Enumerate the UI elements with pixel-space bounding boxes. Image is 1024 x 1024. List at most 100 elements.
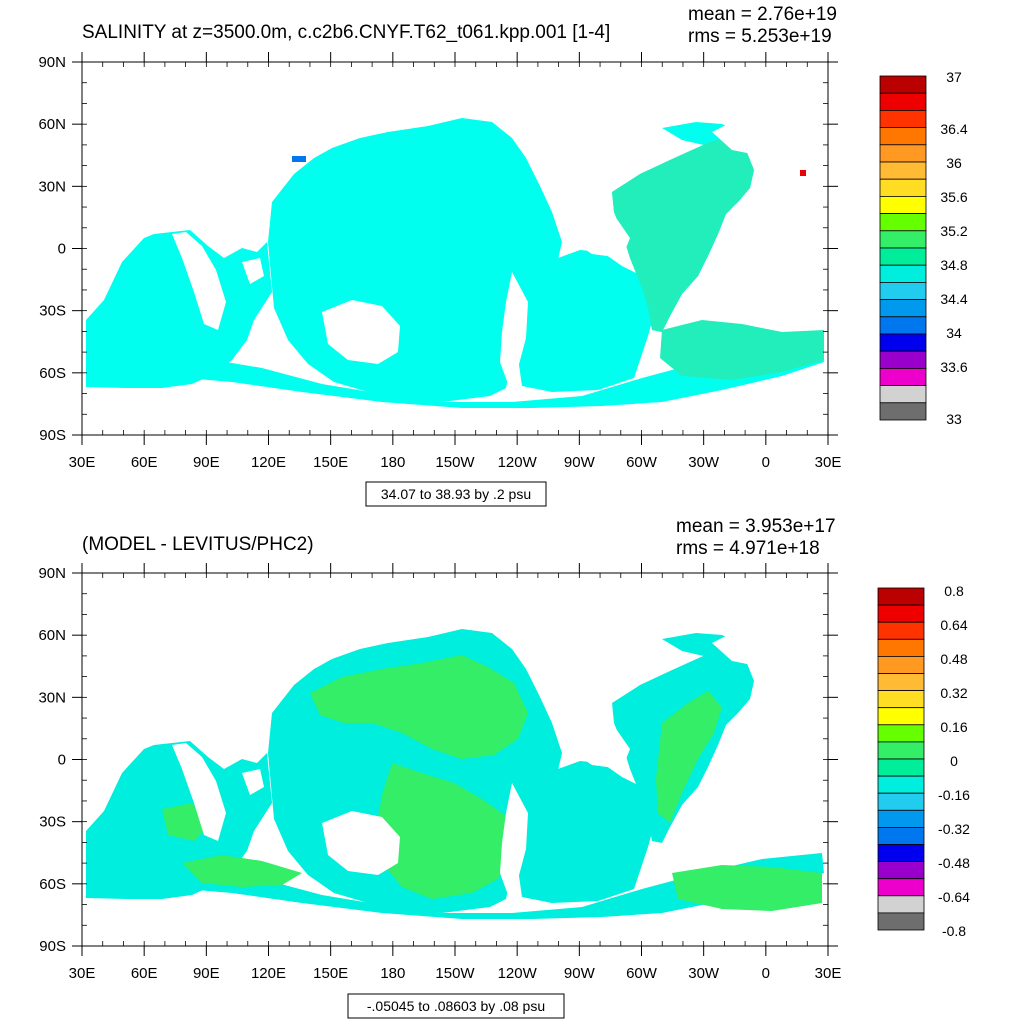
lon-label: 90E — [193, 965, 220, 982]
lon-label: 60E — [131, 965, 158, 982]
colorbar-label: -0.8 — [942, 923, 966, 939]
salinity-contour-info-box — [365, 481, 547, 507]
lat-label: 60N — [38, 116, 66, 133]
lon-label: 150W — [435, 454, 475, 471]
colorbar-box — [879, 92, 927, 111]
colorbar-box — [879, 213, 927, 232]
lon-label: 90E — [193, 454, 220, 471]
land-mask — [712, 633, 782, 667]
lon-label: 120W — [498, 965, 538, 982]
colorbar-box — [879, 385, 927, 404]
salinity-anomaly-region — [376, 763, 512, 899]
colorbar-label: 36.4 — [940, 121, 967, 137]
land-mask — [500, 783, 528, 895]
lon-label: 30E — [69, 454, 96, 471]
colorbar-box — [877, 912, 925, 931]
colorbar-box — [877, 587, 925, 606]
land-mask — [172, 743, 226, 841]
lat-label: 90S — [39, 938, 66, 955]
lon-label: 60W — [626, 454, 658, 471]
salinity-colorbar: 37 36.4 36 35.6 35.2 34.8 34.4 34 33.6 33 — [879, 69, 968, 427]
lat-label: 30S — [39, 303, 66, 320]
ocean-region — [86, 230, 272, 388]
colorbar-label: 0.48 — [940, 651, 967, 667]
lon-label: 180 — [380, 454, 405, 471]
colorbar-box — [877, 621, 925, 640]
lon-label: 120E — [251, 454, 286, 471]
colorbar-box — [877, 690, 925, 709]
colorbar-box — [877, 809, 925, 828]
ocean-region — [518, 761, 654, 903]
colorbar-label: 0.8 — [944, 583, 964, 599]
colorbar-box — [879, 402, 927, 421]
lon-label: 90W — [564, 965, 596, 982]
lon-label: 30E — [815, 965, 842, 982]
colorbar-box — [879, 247, 927, 266]
colorbar-label: -0.64 — [938, 889, 970, 905]
colorbar-box — [877, 673, 925, 692]
colorbar-label: 0 — [950, 753, 958, 769]
panel1-mean: mean = 2.76e+19 — [688, 4, 837, 25]
difference-contour-info-box — [347, 993, 565, 1019]
colorbar-label: 33.6 — [940, 359, 967, 375]
land-mask — [574, 723, 630, 769]
colorbar-box — [879, 110, 927, 129]
land-mask — [712, 122, 782, 156]
lon-label: 120W — [498, 454, 538, 471]
lon-label: 120E — [251, 965, 286, 982]
colorbar-box — [879, 316, 927, 335]
lon-label: 30E — [69, 965, 96, 982]
land-mask — [574, 212, 630, 258]
colorbar-label: 35.2 — [940, 223, 967, 239]
colorbar-box — [879, 350, 927, 369]
lat-label: 60S — [39, 876, 66, 893]
salinity-anomaly-region — [660, 320, 824, 380]
colorbar-label: 0.16 — [940, 719, 967, 735]
panel2-mean: mean = 3.953e+17 — [676, 516, 836, 537]
lon-label: 30W — [688, 965, 720, 982]
lat-label: 60N — [38, 627, 66, 644]
salinity-map — [86, 118, 824, 408]
salinity-anomaly-region — [656, 691, 722, 823]
lat-label: 30S — [39, 814, 66, 831]
colorbar-box — [877, 707, 925, 726]
land-mask — [322, 811, 400, 875]
colorbar-box — [877, 895, 925, 914]
colorbar-box — [877, 844, 925, 863]
lat-label: 90N — [38, 54, 66, 71]
lon-label: 0 — [762, 965, 770, 982]
salinity-anomaly-region — [182, 855, 302, 887]
colorbar-box — [879, 75, 927, 94]
colorbar-label: -0.32 — [938, 821, 970, 837]
salinity-panel: SALINITY at z=3500.0m, c.c2b6.CNYF.T62_t… — [38, 4, 968, 507]
panel1-title: SALINITY at z=3500.0m, c.c2b6.CNYF.T62_t… — [82, 22, 610, 43]
colorbar-box — [879, 367, 927, 386]
colorbar-box — [877, 861, 925, 880]
salinity-anomaly-region — [672, 865, 822, 911]
lat-label: 0 — [58, 241, 66, 258]
colorbar-label: 34.8 — [940, 257, 967, 273]
ocean-region — [86, 342, 824, 408]
colorbar-box — [877, 724, 925, 743]
lat-label: 0 — [58, 752, 66, 769]
colorbar-label: 36 — [946, 155, 962, 171]
colorbar-box — [879, 195, 927, 214]
colorbar-box — [877, 604, 925, 623]
lon-label: 150W — [435, 965, 475, 982]
colorbar-label: 0.32 — [940, 685, 967, 701]
salinity-anomaly-region — [612, 136, 754, 332]
ocean-region — [518, 250, 654, 392]
colorbar-label: -0.48 — [938, 855, 970, 871]
lon-label: 60E — [131, 454, 158, 471]
colorbar-label: 34.4 — [940, 291, 967, 307]
lon-label: 150E — [313, 965, 348, 982]
lon-label: 150E — [313, 454, 348, 471]
difference-panel: (MODEL - LEVITUS/PHC2) mean = 3.953e+17 … — [38, 516, 970, 1019]
difference-map — [86, 629, 824, 919]
lon-label: 30E — [815, 454, 842, 471]
colorbar-box — [879, 178, 927, 197]
lat-label: 90N — [38, 565, 66, 582]
colorbar-box — [877, 741, 925, 760]
